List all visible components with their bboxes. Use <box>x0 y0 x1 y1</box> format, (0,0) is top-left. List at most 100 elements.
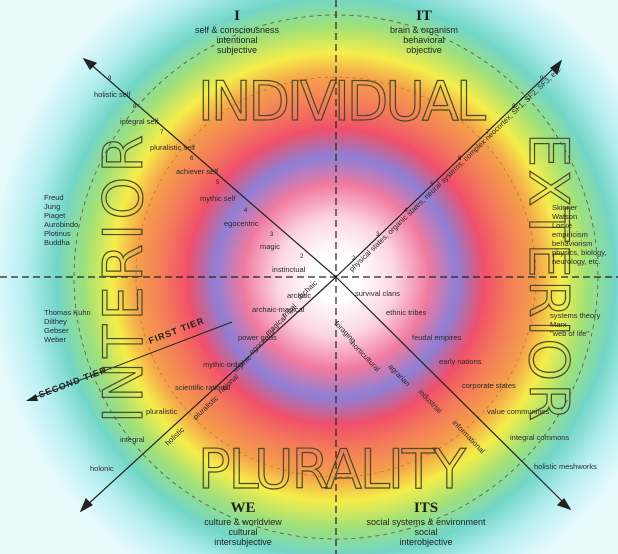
quadrant-i-title: I <box>234 8 240 24</box>
lower-left-levels: archaic archaic-magical power gods mythi… <box>90 291 311 473</box>
theorist-name: Dilthey <box>44 317 67 326</box>
inner-dashed-ring <box>135 76 537 478</box>
level-label: value communities <box>487 407 549 416</box>
level-label: achiever self <box>176 167 219 176</box>
level-number: 8 <box>512 104 516 110</box>
right-lower-theorists: systems theory Marx "web of life" <box>550 311 601 338</box>
level-label: ethnic tribes <box>386 308 427 317</box>
right-theorists: Skinner Watson Locke empiricism behavior… <box>552 203 606 266</box>
upper-right-arrowhead <box>550 59 563 76</box>
diagonal-arrows <box>79 57 572 513</box>
level-label: pluralistic <box>146 407 178 416</box>
theorist-name: Marx <box>550 320 567 329</box>
theorist-name: Buddha <box>44 238 71 247</box>
level-label: holistic meshworks <box>534 462 597 471</box>
level-number: 6 <box>458 156 462 162</box>
quadrant-it-header: IT brain & organism behavioral objective <box>390 8 458 55</box>
theorist-name: Thomas Kuhn <box>44 308 91 317</box>
theorist-name: Plotinus <box>44 229 71 238</box>
interior-word: INTERIOR <box>92 133 155 423</box>
theorist-name: empiricism <box>552 230 588 239</box>
tier-arrowhead <box>26 394 38 401</box>
level-label: archaic-magical <box>252 305 305 314</box>
theorist-name: neurology, etc. <box>552 257 601 266</box>
quadrant-its-header: ITS social systems & environment social … <box>366 500 486 547</box>
theorist-name: Freud <box>44 193 64 202</box>
level-number: 9 <box>540 76 544 82</box>
exterior-word: EXTERIOR <box>517 133 580 423</box>
level-label: egocentric <box>224 219 259 228</box>
tier-line <box>27 321 233 401</box>
level-label: corporate states <box>462 381 516 390</box>
upper-left-arrow <box>87 61 337 278</box>
level-number: 9 <box>108 76 112 82</box>
level-number: 3 <box>376 232 380 238</box>
theorist-name: systems theory <box>550 311 601 320</box>
plurality-word: PLURALITY <box>198 438 468 501</box>
quadrant-i-line: intentional <box>216 35 257 45</box>
level-label: holonic <box>90 464 114 473</box>
level-number: 4 <box>244 208 248 214</box>
level-label: holistic self <box>94 90 132 99</box>
level-number: 7 <box>160 130 164 136</box>
lower-left-arrowhead <box>79 497 93 513</box>
quadrant-i-line: self & consciousness <box>195 25 280 35</box>
level-number: 2 <box>300 254 304 260</box>
quadrant-it-line: brain & organism <box>390 25 458 35</box>
quadrant-i-line: subjective <box>217 45 257 55</box>
theorist-name: Skinner <box>552 203 578 212</box>
individual-word: INDIVIDUAL <box>198 70 488 133</box>
level-number: 6 <box>190 156 194 162</box>
level-label: instinctual <box>272 265 306 274</box>
theorist-name: Watson <box>552 212 577 221</box>
quadrant-we-line: intersubjective <box>214 537 272 547</box>
lower-right-arrowhead <box>556 498 572 511</box>
level-label: power gods <box>238 333 277 342</box>
quadrant-it-line: behavioral <box>403 35 445 45</box>
level-number: 2 <box>352 256 356 262</box>
quadrant-we-line: cultural <box>228 527 257 537</box>
upper-left-arrowhead <box>82 57 98 70</box>
quadrant-it-line: objective <box>406 45 442 55</box>
theorist-name: physics, biology, <box>552 248 606 257</box>
quadrant-it-title: IT <box>416 8 432 24</box>
theorist-name: "web of life" <box>550 329 589 338</box>
level-number: 5 <box>430 182 434 188</box>
level-number: 7 <box>486 130 490 136</box>
quadrant-i-header: I self & consciousness intentional subje… <box>195 8 280 55</box>
level-label: integral commons <box>510 433 569 442</box>
level-label: magic <box>260 242 280 251</box>
level-number: 4 <box>404 208 408 214</box>
left-lower-theorists: Thomas Kuhn Dilthey Gebser Weber <box>44 308 91 344</box>
quadrant-we-header: WE culture & worldview cultural intersub… <box>204 500 282 547</box>
theorist-name: Aurobindo <box>44 220 78 229</box>
theorist-name: Gebser <box>44 326 69 335</box>
level-number: 8 <box>133 104 137 110</box>
theorist-name: Piaget <box>44 211 66 220</box>
level-label: integral self <box>120 117 159 126</box>
level-label: mythic order <box>203 360 245 369</box>
level-numbers: 9 8 7 6 5 4 3 2 9 8 7 6 5 4 3 2 <box>108 76 544 262</box>
quadrant-its-line: social <box>414 527 437 537</box>
level-label: survival clans <box>355 289 400 298</box>
theorist-name: Locke <box>552 221 572 230</box>
theorist-name: Weber <box>44 335 66 344</box>
quadrant-its-line: interobjective <box>399 537 452 547</box>
upper-left-levels: holistic self integral self pluralistic … <box>94 90 306 274</box>
quadrant-we-title: WE <box>230 500 255 516</box>
level-label: integral <box>120 435 145 444</box>
level-label: feudal empires <box>412 333 461 342</box>
quadrant-we-line: culture & worldview <box>204 517 282 527</box>
level-number: 3 <box>270 232 274 238</box>
quadrant-its-line: social systems & environment <box>366 517 486 527</box>
level-label: archaic <box>287 291 311 300</box>
level-label: pluralistic self <box>150 143 196 152</box>
left-theorists: Freud Jung Piaget Aurobindo Plotinus Bud… <box>44 193 78 247</box>
level-label: mythic self <box>200 194 236 203</box>
level-number: 5 <box>216 180 220 186</box>
quadrant-its-title: ITS <box>414 500 438 516</box>
level-label: early nations <box>439 357 482 366</box>
theorist-name: behaviorism <box>552 239 592 248</box>
